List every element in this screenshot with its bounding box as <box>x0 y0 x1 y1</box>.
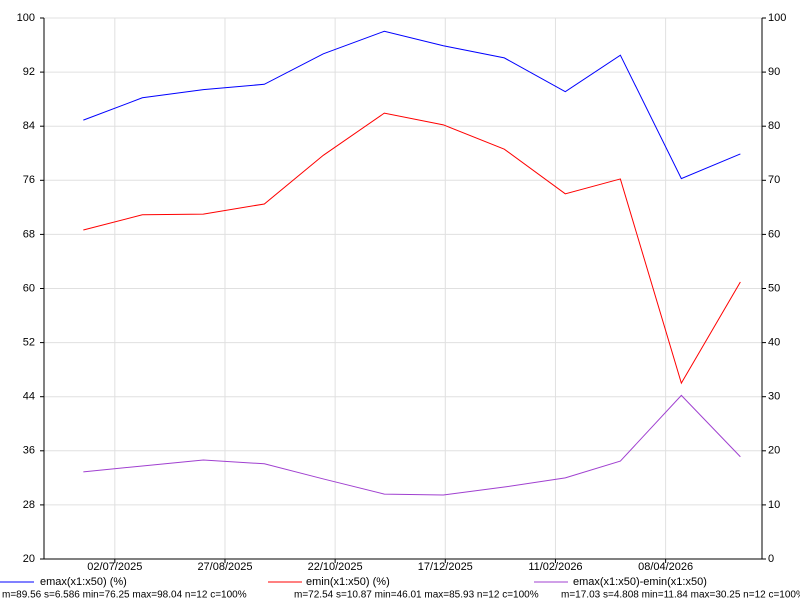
x-tick-label: 08/04/2026 <box>638 561 693 573</box>
y2-tick-label: 100 <box>768 12 786 24</box>
y-tick-label: 36 <box>23 445 35 457</box>
legend-stats: m=17.03 s=4.808 min=11.84 max=30.25 n=12… <box>561 590 800 600</box>
y-tick-label: 100 <box>17 12 35 24</box>
y2-tick-label: 10 <box>768 499 780 511</box>
y-tick-label: 92 <box>23 66 35 78</box>
x-tick-label: 17/12/2025 <box>418 561 473 573</box>
y-tick-label: 76 <box>23 174 35 186</box>
y2-tick-label: 90 <box>768 66 780 78</box>
x-tick-label: 02/07/2025 <box>87 561 142 573</box>
series-line <box>83 30 741 180</box>
x-tick-label: 27/08/2025 <box>197 561 252 573</box>
y2-tick-label: 40 <box>768 337 780 349</box>
y2-tick-label: 80 <box>768 120 780 132</box>
x-tick-label: 22/10/2025 <box>308 561 363 573</box>
y2-tick-label: 0 <box>768 553 774 565</box>
plot <box>83 30 741 496</box>
y-tick-label: 28 <box>23 499 35 511</box>
legend-label: emax(x1:x50) (%) <box>40 576 127 588</box>
y2-tick-label: 20 <box>768 445 780 457</box>
y2-tick-label: 70 <box>768 174 780 186</box>
y2-tick-label: 50 <box>768 282 780 294</box>
legend-stats: m=72.54 s=10.87 min=46.01 max=85.93 n=12… <box>294 590 539 600</box>
legend-stats: m=89.56 s=6.586 min=76.25 max=98.04 n=12… <box>2 590 247 600</box>
y-tick-label: 44 <box>23 391 35 403</box>
y-tick-label: 60 <box>23 282 35 294</box>
legend-label: emin(x1:x50) (%) <box>306 576 390 588</box>
y-tick-label: 84 <box>23 120 35 132</box>
series-line <box>83 394 741 496</box>
y-tick-label: 68 <box>23 228 35 240</box>
y-tick-label: 20 <box>23 553 35 565</box>
y-tick-label: 52 <box>23 337 35 349</box>
legend-label: emax(x1:x50)-emin(x1:x50) <box>573 576 707 588</box>
y2-tick-label: 30 <box>768 391 780 403</box>
x-tick-label: 11/02/2026 <box>528 561 582 573</box>
series-line <box>83 112 741 385</box>
grid <box>44 17 762 560</box>
y2-tick-label: 60 <box>768 228 780 240</box>
